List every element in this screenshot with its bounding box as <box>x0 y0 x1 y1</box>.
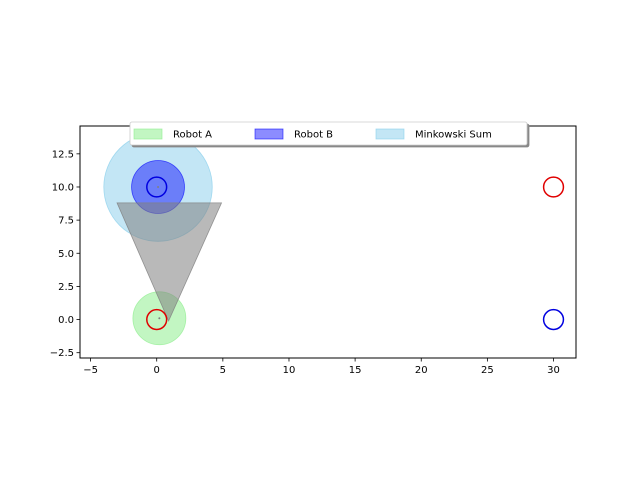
center-dot-0 <box>158 317 161 320</box>
x-tick-label: 25 <box>481 365 494 376</box>
center-dot-1 <box>157 185 160 188</box>
x-tick-label: −5 <box>83 365 98 376</box>
legend-box <box>129 121 528 146</box>
velocity-cone <box>116 202 223 322</box>
y-tick-label: 10.0 <box>52 182 74 193</box>
x-tick-label: 10 <box>283 365 296 376</box>
marker-circle-2 <box>542 176 565 198</box>
marker-circle-3 <box>542 308 565 331</box>
legend: Robot A Robot B Minkowski Sum <box>129 121 528 146</box>
plot-area <box>103 132 565 346</box>
y-tick-label: 5.0 <box>58 249 74 260</box>
legend-swatch-0 <box>133 128 163 140</box>
legend-swatch-2 <box>375 128 405 140</box>
y-tick-label: 0.0 <box>58 315 74 326</box>
x-tick-label: 20 <box>415 365 428 376</box>
x-axis: −5 0 5 10 15 20 25 30 <box>83 358 560 376</box>
y-tick-label: 12.5 <box>52 149 74 160</box>
x-tick-label: 15 <box>349 365 362 376</box>
y-tick-label: −2.5 <box>50 348 74 359</box>
legend-label-0: Robot A <box>173 130 212 141</box>
x-tick-label: 30 <box>547 365 560 376</box>
marker-circle-1 <box>146 176 168 198</box>
y-tick-label: 2.5 <box>58 282 74 293</box>
x-tick-label: 5 <box>220 365 226 376</box>
legend-label-2: Minkowski Sum <box>415 130 492 141</box>
legend-swatch-1 <box>254 128 284 140</box>
legend-label-1: Robot B <box>294 130 333 141</box>
y-tick-label: 7.5 <box>58 216 74 227</box>
marker-circle-0 <box>146 308 168 331</box>
x-tick-label: 0 <box>154 365 160 376</box>
y-axis: −2.5 0.0 2.5 5.0 7.5 10.0 12.5 <box>50 149 80 359</box>
